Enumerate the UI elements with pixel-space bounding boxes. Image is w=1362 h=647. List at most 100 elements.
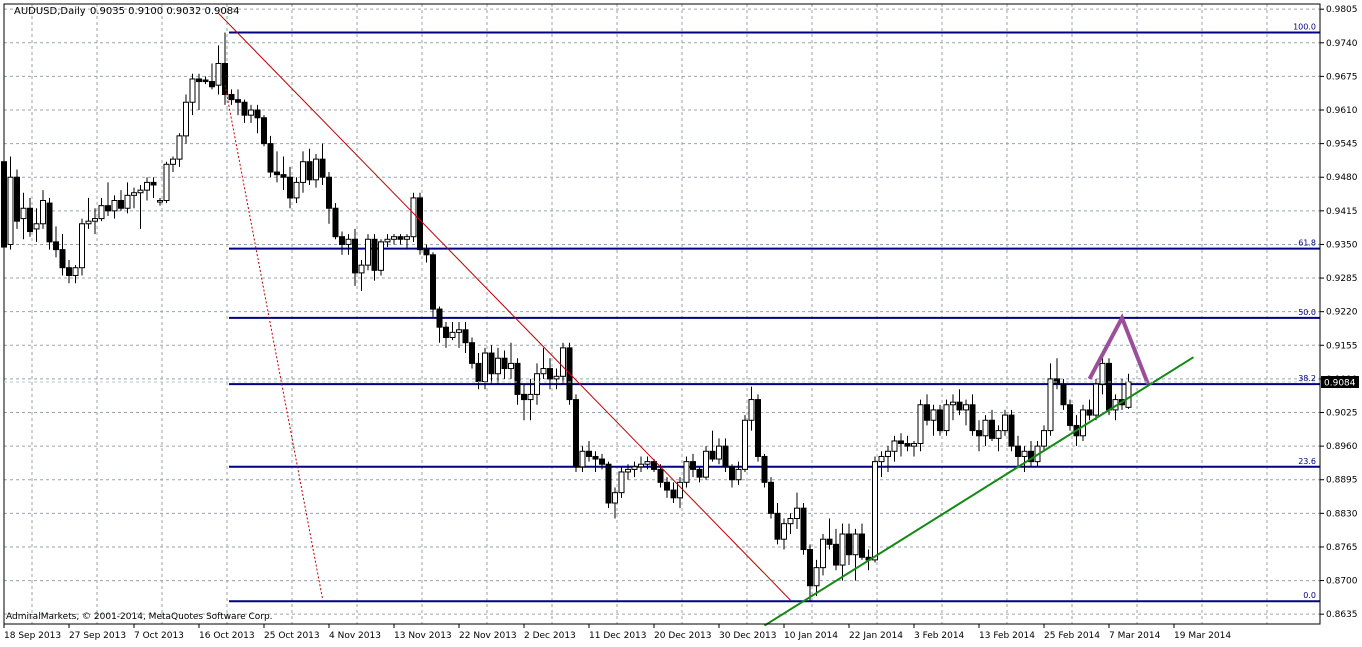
candle-body (319, 158, 326, 178)
candle-body (976, 430, 982, 437)
fib-level-label: 100.0 (1293, 22, 1316, 31)
candle-body (475, 362, 482, 382)
candle-body (813, 567, 820, 587)
candle-body (443, 326, 449, 339)
price-tick-label: 0.9155 (1326, 341, 1358, 351)
candle-body (878, 455, 885, 463)
candle-body (794, 507, 800, 520)
candle-body (508, 362, 514, 370)
candle-body (1125, 381, 1132, 408)
candle-body (501, 357, 508, 370)
candle-body (527, 393, 534, 401)
candle-body (1002, 414, 1008, 432)
candle-body (365, 238, 371, 266)
candle-body (872, 461, 878, 561)
chart-symbol: AUDUSD,Daily (14, 6, 86, 17)
candle-body (618, 471, 625, 494)
time-tick-label: 30 Dec 2013 (719, 631, 777, 641)
candle-body (163, 163, 170, 201)
candle-body (716, 445, 722, 460)
trendline-down (218, 12, 791, 601)
candle-body (196, 78, 202, 83)
candle-body (800, 507, 807, 551)
candle-body (488, 352, 495, 375)
candle-body (885, 450, 891, 457)
candle-body (358, 264, 365, 274)
candle-body (417, 197, 423, 251)
candle-body (1080, 409, 1086, 437)
fib-level-label: 61.8 (1298, 239, 1316, 248)
candle-body (631, 466, 638, 470)
candle-body (911, 443, 917, 447)
time-tick-label: 7 Mar 2014 (1109, 631, 1161, 641)
candle-body (592, 455, 599, 460)
candle-body (118, 199, 124, 209)
candle-body (989, 419, 995, 439)
candle-body (469, 342, 475, 364)
candle-body (943, 404, 950, 432)
time-tick-label: 3 Feb 2014 (914, 631, 965, 641)
current-price-tag (1321, 375, 1359, 388)
price-tick-label: 0.9415 (1326, 207, 1358, 217)
grid (4, 4, 1320, 624)
candle-body (222, 62, 228, 95)
candle-body (287, 176, 293, 199)
candle-body (46, 202, 53, 243)
time-tick-label: 13 Feb 2014 (979, 631, 1035, 641)
candle-body (638, 463, 644, 468)
candle-body (59, 249, 66, 269)
candle-body (378, 241, 384, 271)
candle-body (898, 440, 904, 445)
candle-body (514, 362, 521, 395)
candle-body (807, 549, 813, 587)
candle-body (215, 62, 222, 86)
price-tick-label: 0.9220 (1326, 308, 1358, 318)
price-tick-label: 0.9285 (1326, 274, 1358, 284)
price-tick-label: 0.8960 (1326, 442, 1358, 452)
candle-body (352, 238, 358, 274)
candle-body (735, 468, 742, 481)
candle-body (1054, 378, 1060, 385)
candle-body (144, 181, 150, 191)
price-tick-label: 0.9025 (1326, 409, 1358, 419)
candle-body (625, 468, 631, 473)
time-tick-label: 7 Oct 2013 (134, 631, 184, 641)
candle-body (722, 445, 729, 468)
candle-body (1047, 378, 1054, 432)
candle-body (7, 176, 14, 245)
candle-body (124, 194, 131, 209)
candle-body (449, 331, 456, 339)
candle-body (969, 404, 976, 432)
price-tick-label: 0.9610 (1326, 106, 1358, 116)
time-tick-label: 25 Feb 2014 (1044, 631, 1100, 641)
candle-body (397, 236, 404, 240)
candle-body (781, 523, 787, 540)
trendline-up (763, 356, 1195, 627)
candle-body (1086, 409, 1093, 416)
fib-level-label: 0.0 (1303, 591, 1316, 600)
fibonacci-retracement: 100.0 61.8 50.0 38.2 23.6 0.0 (229, 22, 1320, 603)
time-axis: 18 Sep 2013 27 Sep 2013 7 Oct 2013 16 Oct 2… (3, 624, 1231, 641)
candle-body (521, 393, 527, 401)
price-tick-label: 0.8895 (1326, 476, 1358, 486)
candle-body (651, 461, 657, 470)
candle-body (670, 489, 677, 499)
candle-body (644, 461, 651, 465)
candle-body (761, 455, 768, 483)
candle-body (579, 450, 586, 468)
candle-body (92, 218, 98, 222)
candle-body (248, 109, 254, 116)
candle-body (930, 409, 937, 421)
projection-path (1087, 313, 1150, 385)
candle-body (703, 450, 709, 478)
candle-body (1106, 362, 1112, 411)
price-tick-label: 0.9675 (1326, 72, 1358, 82)
candle-body (33, 223, 40, 230)
candle-body (111, 199, 118, 212)
candle-body (189, 78, 196, 103)
candle-body (404, 236, 410, 240)
candle-body (547, 368, 553, 380)
candle-body (963, 404, 969, 411)
